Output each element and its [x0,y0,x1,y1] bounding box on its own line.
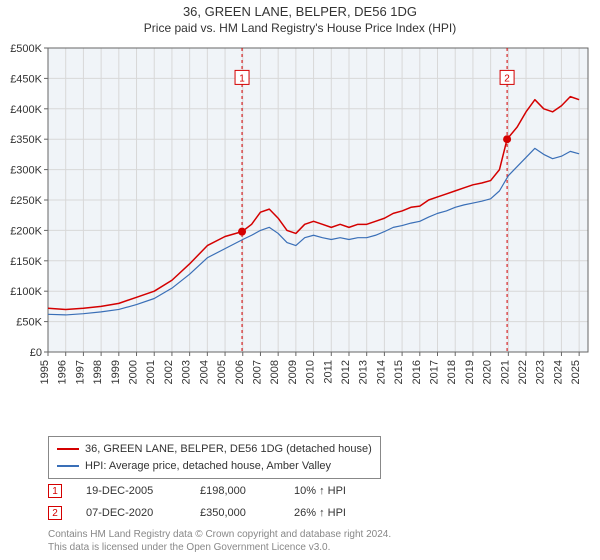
sale-delta: 10% ↑ HPI [294,485,346,497]
svg-text:2006: 2006 [234,360,246,384]
svg-text:1: 1 [239,73,245,84]
title-block: 36, GREEN LANE, BELPER, DE56 1DG Price p… [0,0,600,35]
svg-text:2012: 2012 [340,360,352,384]
svg-text:1995: 1995 [39,360,51,384]
sale-badge-num: 1 [52,486,58,497]
svg-text:£300K: £300K [10,165,42,177]
svg-text:2017: 2017 [429,360,441,384]
svg-text:2016: 2016 [411,360,423,384]
sale-badge-num: 2 [52,508,58,519]
footer: Contains HM Land Registry data © Crown c… [48,528,391,554]
svg-text:2021: 2021 [499,360,511,384]
legend: 36, GREEN LANE, BELPER, DE56 1DG (detach… [48,436,381,479]
sale-delta: 26% ↑ HPI [294,507,346,519]
svg-text:2: 2 [504,73,510,84]
svg-text:£200K: £200K [10,225,42,237]
sales-table: 1 19-DEC-2005 £198,000 10% ↑ HPI 2 07-DE… [48,480,346,524]
legend-item: HPI: Average price, detached house, Ambe… [57,458,372,475]
svg-text:2019: 2019 [464,360,476,384]
svg-text:2013: 2013 [358,360,370,384]
svg-text:1997: 1997 [74,360,86,384]
svg-text:2008: 2008 [269,360,281,384]
chart: £0 £50K £100K £150K £200K £250K £300K £350K £400… [0,42,600,402]
svg-text:£100K: £100K [10,286,42,298]
svg-text:1998: 1998 [92,360,104,384]
legend-swatch [57,465,79,467]
svg-text:2010: 2010 [305,360,317,384]
sale-date: 07-DEC-2020 [86,507,176,519]
legend-label: 36, GREEN LANE, BELPER, DE56 1DG (detach… [85,441,372,458]
svg-text:2018: 2018 [446,360,458,384]
chart-container: 36, GREEN LANE, BELPER, DE56 1DG Price p… [0,0,600,560]
svg-text:1996: 1996 [57,360,69,384]
svg-text:£500K: £500K [10,43,42,55]
sale-price: £350,000 [200,507,270,519]
sale-row: 2 07-DEC-2020 £350,000 26% ↑ HPI [48,502,346,524]
svg-text:2024: 2024 [552,360,564,384]
svg-text:£450K: £450K [10,73,42,85]
svg-text:2009: 2009 [287,360,299,384]
legend-item: 36, GREEN LANE, BELPER, DE56 1DG (detach… [57,441,372,458]
sale-row: 1 19-DEC-2005 £198,000 10% ↑ HPI [48,480,346,502]
legend-swatch [57,448,79,450]
svg-text:£150K: £150K [10,256,42,268]
svg-text:2020: 2020 [482,360,494,384]
sale-badge: 2 [48,506,62,520]
sale-badge: 1 [48,484,62,498]
chart-svg: £0 £50K £100K £150K £200K £250K £300K £350K £400… [0,42,600,402]
svg-text:2001: 2001 [145,360,157,384]
svg-text:2011: 2011 [322,360,334,384]
footer-line: Contains HM Land Registry data © Crown c… [48,528,391,541]
svg-text:£250K: £250K [10,195,42,207]
svg-text:2022: 2022 [517,360,529,384]
svg-text:2023: 2023 [535,360,547,384]
svg-text:£0: £0 [30,347,42,359]
svg-text:£400K: £400K [10,104,42,116]
page-subtitle: Price paid vs. HM Land Registry's House … [0,21,600,35]
svg-text:2025: 2025 [570,360,582,384]
svg-text:2000: 2000 [128,360,140,384]
sale-price: £198,000 [200,485,270,497]
svg-text:2003: 2003 [181,360,193,384]
svg-text:2014: 2014 [375,360,387,384]
svg-text:£350K: £350K [10,134,42,146]
sale-date: 19-DEC-2005 [86,485,176,497]
svg-text:2005: 2005 [216,360,228,384]
svg-text:2015: 2015 [393,360,405,384]
footer-line: This data is licensed under the Open Gov… [48,541,391,554]
svg-text:2004: 2004 [198,360,210,384]
svg-text:2007: 2007 [251,360,263,384]
legend-label: HPI: Average price, detached house, Ambe… [85,458,331,475]
page-title: 36, GREEN LANE, BELPER, DE56 1DG [0,4,600,19]
svg-text:1999: 1999 [110,360,122,384]
svg-text:£50K: £50K [16,317,42,329]
svg-text:2002: 2002 [163,360,175,384]
